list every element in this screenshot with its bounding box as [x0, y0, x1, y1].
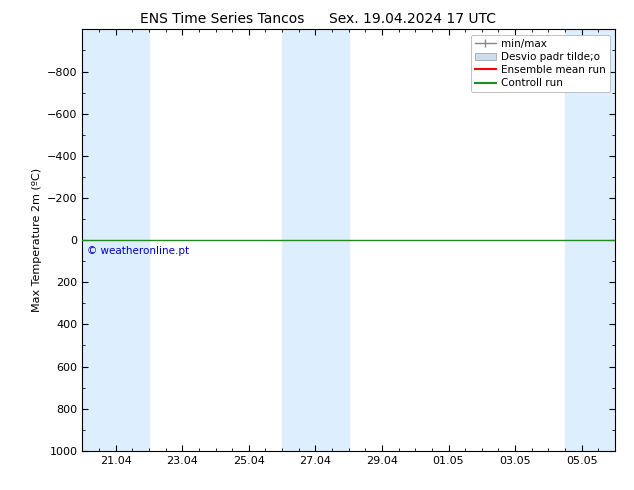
Y-axis label: Max Temperature 2m (ºC): Max Temperature 2m (ºC) — [32, 168, 41, 312]
Bar — [82, 29, 116, 451]
Bar — [116, 29, 149, 451]
Legend: min/max, Desvio padr tilde;o, Ensemble mean run, Controll run: min/max, Desvio padr tilde;o, Ensemble m… — [470, 35, 610, 92]
Bar — [316, 29, 349, 451]
Text: ENS Time Series Tancos: ENS Time Series Tancos — [139, 12, 304, 26]
Text: © weatheronline.pt: © weatheronline.pt — [87, 246, 190, 256]
Bar — [282, 29, 316, 451]
Text: Sex. 19.04.2024 17 UTC: Sex. 19.04.2024 17 UTC — [328, 12, 496, 26]
Bar — [565, 29, 615, 451]
